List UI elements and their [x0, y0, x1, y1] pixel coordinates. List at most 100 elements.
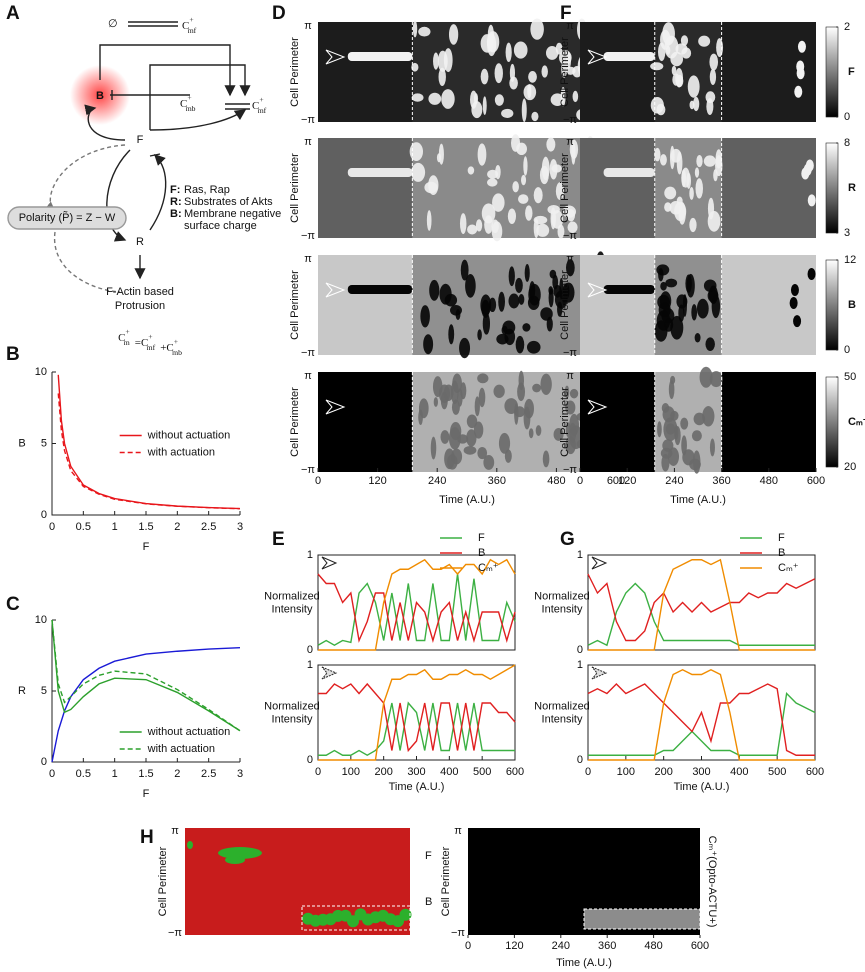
- x-tick-label: 1.5: [138, 521, 153, 533]
- kymograph-blob: [528, 71, 537, 83]
- kymograph-blob: [441, 89, 455, 109]
- x-tick-label: 400: [440, 766, 458, 778]
- colorbar-label: B: [848, 299, 856, 311]
- kymograph-blob: [411, 62, 419, 72]
- kymograph-blob: [699, 366, 713, 388]
- x-tick-label: 2: [174, 768, 180, 780]
- x-tick-label: 120: [618, 475, 636, 487]
- kymograph-blob: [473, 421, 484, 439]
- kymograph-blob: [467, 166, 475, 175]
- kymograph-blob: [450, 380, 459, 405]
- kymograph-blob: [657, 42, 666, 62]
- kymograph-blob: [411, 162, 426, 182]
- kymograph-blob: [694, 167, 700, 178]
- kymograph-blob: [807, 268, 816, 281]
- x-tick-label: 300: [407, 766, 425, 778]
- kymograph-blob: [424, 181, 438, 194]
- kymograph-blob: [471, 101, 483, 119]
- kymograph-blob: [661, 453, 670, 472]
- x-tick-label: 600: [807, 475, 825, 487]
- colorbar-tick-label: 3: [844, 227, 850, 239]
- kymograph-blob: [553, 284, 562, 298]
- colorbar: [825, 259, 839, 351]
- x-tick-label: 500: [473, 766, 491, 778]
- legend-label: without actuation: [147, 429, 231, 441]
- kymograph-blob: [521, 98, 527, 123]
- y-axis-label: Cell Perimeter: [289, 37, 301, 107]
- kymograph-blob: [436, 153, 442, 163]
- y-top: π: [304, 253, 312, 265]
- kymograph-blob: [665, 278, 678, 288]
- kymograph-blob: [498, 432, 511, 454]
- y-tick-label: 10: [35, 614, 47, 626]
- kymograph-blob: [565, 400, 576, 415]
- kymograph-blob: [533, 215, 548, 225]
- equation: C+ m =C+ mf +C+ mb: [118, 327, 182, 357]
- colorbar-tick-label: 8: [844, 137, 850, 149]
- kymograph-blob: [526, 340, 541, 354]
- h-channel: B: [425, 896, 432, 908]
- term-sup: +: [174, 337, 178, 346]
- colorbar: [825, 142, 839, 234]
- kymograph-blob: [660, 281, 667, 291]
- axes: [51, 620, 240, 763]
- kymograph-blob: [807, 194, 816, 207]
- kymograph-blob: [433, 397, 438, 407]
- colorbar-label: Cₘ⁺: [848, 416, 865, 428]
- kymograph-blob: [481, 299, 490, 318]
- kymograph-blob: [703, 279, 717, 293]
- kymograph-blob: [662, 22, 675, 46]
- series-line: [588, 692, 816, 756]
- h-blob: [225, 856, 245, 864]
- y-axis-label: Intensity: [542, 713, 583, 725]
- colorbar-tick-label: 2: [844, 21, 850, 33]
- kymograph-blob: [542, 450, 550, 468]
- term-sub: m: [124, 338, 130, 347]
- kymograph-blob: [569, 139, 579, 159]
- series-line: [318, 701, 515, 757]
- series-line: [57, 393, 241, 510]
- output-label: F-Actin based: [106, 286, 174, 298]
- kymograph-blob: [676, 151, 683, 175]
- term-sup: +: [187, 93, 191, 102]
- kymograph-blob: [650, 96, 664, 114]
- series-line: [587, 582, 815, 647]
- legend-label: with actuation: [147, 743, 215, 755]
- y-top: π: [454, 825, 462, 837]
- empty-set: ∅: [108, 18, 118, 30]
- x-tick-label: 0: [577, 475, 583, 487]
- kymograph-blob: [567, 221, 578, 233]
- kymograph-blob: [486, 178, 498, 187]
- kymograph-blob: [650, 62, 664, 71]
- kymograph-blob: [528, 428, 534, 439]
- kymograph-blob: [518, 294, 525, 305]
- kymograph-blob: [545, 46, 559, 60]
- kymograph-blob: [466, 429, 477, 447]
- colorbar: [825, 376, 839, 468]
- kymograph-blob: [678, 202, 686, 225]
- kymograph-blob: [478, 387, 486, 408]
- kymograph-blob: [659, 154, 667, 166]
- kymograph-blob: [696, 298, 709, 319]
- arrow-icon: [591, 666, 608, 680]
- legend-label: Cₘ⁺: [478, 562, 499, 574]
- kymograph-blob: [541, 65, 548, 78]
- term-base: C: [182, 20, 189, 32]
- kymograph-blob: [564, 385, 570, 399]
- kymograph-blob: [494, 94, 504, 106]
- panel-label: E: [272, 529, 285, 550]
- kymograph-blob: [562, 205, 577, 218]
- arrow-icon: [321, 556, 338, 570]
- legend-label: F: [478, 532, 485, 544]
- kymograph-blob: [565, 259, 575, 277]
- panel-label: H: [140, 827, 154, 848]
- kymograph-blob: [691, 304, 698, 321]
- arrow-icon: [325, 399, 346, 415]
- x-tick-label: 600: [691, 940, 709, 952]
- kymograph-blob: [569, 388, 579, 399]
- y-axis-label: Cell Perimeter: [559, 270, 571, 340]
- kymograph-blob: [675, 74, 684, 88]
- y-axis-label: Normalized: [534, 700, 590, 712]
- arrow-icon: [587, 399, 608, 415]
- kymograph-blob: [703, 155, 716, 167]
